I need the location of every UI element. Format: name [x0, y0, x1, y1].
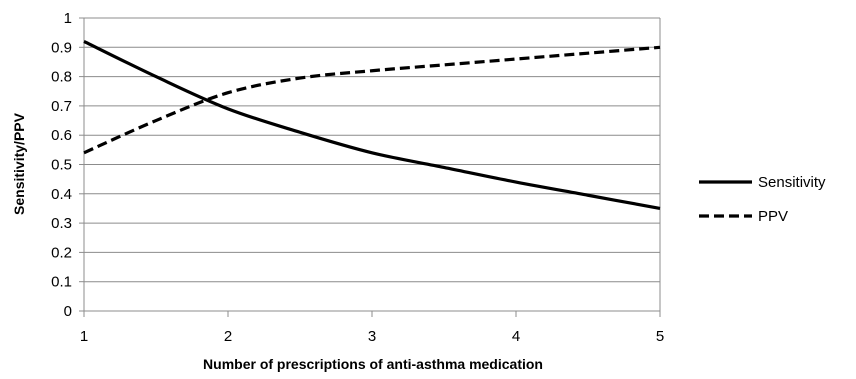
y-tick-label: 0.5	[51, 157, 72, 174]
x-tick-labels: 1 2 3 4 5	[80, 328, 664, 345]
x-axis-title: Number of prescriptions of anti-asthma m…	[203, 356, 543, 372]
series-lines	[83, 40, 661, 211]
y-tick-label: 0.2	[51, 244, 72, 261]
legend: Sensitivity PPV	[699, 174, 826, 225]
legend-label-ppv: PPV	[758, 208, 788, 225]
y-tick-label: 0.7	[51, 98, 72, 115]
y-tick-label: 0.3	[51, 215, 72, 232]
y-tick-label: 0	[64, 303, 72, 320]
legend-label-sensitivity: Sensitivity	[758, 174, 826, 191]
series-line-ppv	[83, 45, 661, 155]
y-tick-label: 0.8	[51, 69, 72, 86]
gridlines	[84, 17, 660, 283]
x-tick-label: 2	[224, 328, 232, 345]
y-tick-label: 0.6	[51, 127, 72, 144]
y-tick-label: 1	[64, 10, 72, 27]
x-tick-label: 4	[512, 328, 520, 345]
x-tick-label: 1	[80, 328, 88, 345]
series-line-sensitivity	[83, 40, 661, 211]
y-tick-label: 0.4	[51, 186, 72, 203]
axes	[79, 17, 661, 317]
y-tick-label: 0.1	[51, 274, 72, 291]
y-tick-label: 0.9	[51, 39, 72, 56]
y-tick-labels: 0 0.1 0.2 0.3 0.4 0.5 0.6 0.7 0.8 0.9 1	[51, 10, 72, 320]
x-tick-label: 3	[368, 328, 376, 345]
x-tick-label: 5	[656, 328, 664, 345]
y-axis-title: Sensitivity/PPV	[11, 112, 27, 215]
